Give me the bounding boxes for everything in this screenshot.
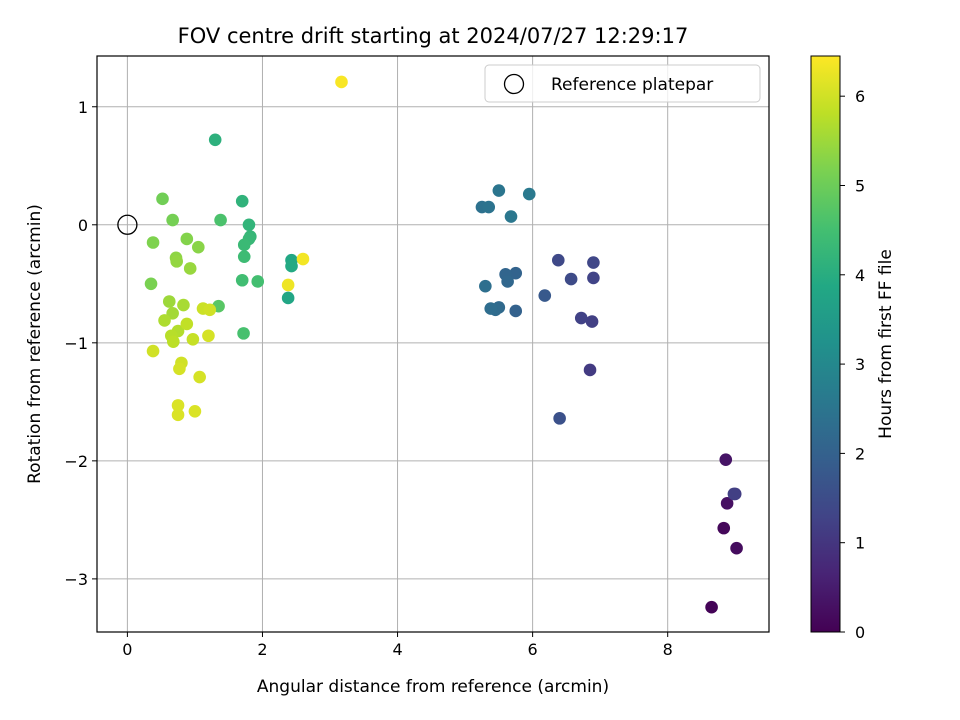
colorbar-tick-label: 2	[855, 444, 865, 463]
reference-marker	[117, 214, 138, 235]
data-point	[146, 344, 160, 358]
data-point	[335, 75, 348, 89]
data-point	[235, 273, 249, 287]
data-point	[717, 521, 731, 535]
data-point	[587, 271, 600, 285]
data-point	[727, 487, 741, 501]
data-point	[235, 194, 249, 208]
y-tick-label: 0	[78, 216, 88, 235]
data-point	[484, 302, 498, 315]
x-tick-label: 0	[122, 640, 132, 659]
legend: Reference platepar	[484, 64, 761, 103]
colorbar-tick-label: 3	[855, 355, 865, 374]
data-point	[144, 277, 158, 291]
colorbar-gradient	[810, 55, 841, 633]
colorbar-tick-label: 6	[855, 87, 865, 106]
data-point	[296, 252, 310, 266]
data-point	[574, 311, 588, 325]
y-axis-ticks: 1 0 −1 −2 −3	[64, 98, 97, 589]
data-point	[482, 200, 496, 214]
data-point	[167, 335, 180, 348]
data-point	[193, 370, 206, 384]
data-point	[585, 315, 599, 328]
data-point	[171, 408, 185, 422]
data-point	[479, 279, 492, 293]
data-point	[237, 250, 251, 263]
data-point	[186, 332, 200, 346]
data-point	[553, 412, 566, 425]
data-point	[162, 295, 176, 308]
x-tick-label: 2	[257, 640, 267, 659]
data-point	[208, 133, 222, 147]
colorbar-tick-label: 1	[855, 534, 865, 553]
data-point	[705, 600, 718, 614]
data-point	[509, 266, 523, 280]
data-point	[281, 278, 295, 292]
data-point	[492, 184, 506, 197]
data-point	[551, 253, 565, 267]
data-point	[170, 255, 183, 268]
chart-title: FOV centre drift starting at 2024/07/27 …	[178, 24, 689, 48]
data-point	[180, 232, 194, 246]
x-tick-label: 6	[528, 640, 538, 659]
data-point	[587, 256, 600, 269]
data-point	[171, 399, 185, 412]
data-point	[522, 187, 536, 201]
data-point	[242, 218, 256, 232]
data-point	[183, 262, 197, 275]
x-axis-ticks: 0 2 4 6 8	[122, 632, 673, 659]
data-point	[166, 213, 179, 227]
data-point	[285, 259, 298, 273]
data-point	[251, 275, 265, 288]
colorbar: 0 1 2 3 4 5 6 Hours from first FF file	[810, 55, 896, 642]
x-axis-label: Angular distance from reference (arcmin)	[257, 677, 609, 697]
data-point	[203, 303, 217, 317]
data-point	[188, 404, 202, 418]
data-point	[180, 317, 194, 331]
colorbar-tick-label: 5	[855, 176, 865, 195]
data-point	[237, 238, 251, 252]
data-point	[177, 298, 190, 312]
y-tick-label: −3	[64, 570, 88, 589]
colorbar-tick-label: 4	[855, 266, 865, 285]
data-point	[281, 291, 295, 305]
data-point	[237, 327, 250, 340]
colorbar-tick-label: 0	[855, 623, 865, 642]
data-point	[166, 307, 179, 320]
legend-box	[484, 64, 761, 103]
data-point	[583, 363, 597, 377]
y-axis-label: Rotation from reference (arcmin)	[25, 204, 45, 484]
y-tick-label: −1	[64, 334, 88, 353]
y-tick-label: 1	[78, 98, 88, 117]
colorbar-label: Hours from first FF file	[876, 249, 896, 439]
data-point	[509, 304, 523, 318]
data-point	[156, 192, 169, 206]
y-tick-label: −2	[64, 452, 88, 471]
data-point	[192, 240, 205, 254]
grid-lines	[97, 56, 769, 632]
x-tick-label: 4	[392, 640, 402, 659]
data-point	[538, 289, 552, 302]
x-tick-label: 8	[663, 640, 673, 659]
data-point	[173, 362, 186, 376]
data-point	[504, 210, 518, 223]
data-point	[564, 272, 578, 286]
data-point	[720, 497, 734, 510]
data-point	[730, 541, 743, 555]
colorbar-ticks: 0 1 2 3 4 5 6	[840, 87, 865, 642]
data-point	[146, 236, 160, 249]
data-point	[214, 213, 227, 227]
data-point	[202, 329, 215, 343]
data-points	[117, 75, 743, 614]
data-point	[158, 314, 171, 327]
data-point	[719, 453, 733, 466]
legend-entry-reference: Reference platepar	[551, 75, 713, 95]
data-point	[501, 275, 514, 288]
plot-frame	[96, 55, 770, 633]
legend-marker-reference	[503, 73, 525, 95]
